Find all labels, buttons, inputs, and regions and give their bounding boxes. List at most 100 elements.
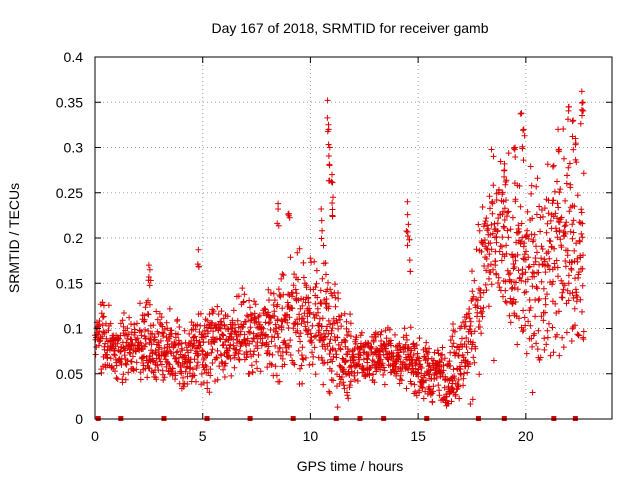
data-point (505, 208, 512, 215)
data-point (184, 381, 191, 387)
data-point (202, 316, 209, 323)
data-point (479, 204, 486, 210)
data-point (243, 318, 249, 325)
data-point (520, 126, 527, 133)
data-point (450, 321, 456, 327)
data-point (132, 329, 138, 336)
data-point (176, 324, 183, 330)
data-point (549, 281, 556, 288)
data-point (265, 343, 272, 350)
data-point (112, 368, 118, 375)
data-point (126, 314, 133, 321)
data-points (92, 88, 587, 411)
data-point (188, 319, 195, 326)
data-point (386, 326, 393, 333)
data-point (467, 361, 473, 368)
data-point (213, 355, 220, 361)
data-point (227, 355, 234, 362)
data-point (571, 305, 578, 312)
data-point (572, 156, 579, 163)
data-point (308, 334, 315, 341)
data-point (398, 368, 405, 375)
data-point (576, 238, 583, 245)
data-point (430, 383, 437, 390)
data-point (319, 227, 326, 234)
data-point (177, 364, 184, 371)
data-point (156, 310, 163, 317)
data-point (220, 332, 227, 339)
data-point (210, 308, 217, 315)
data-point (511, 180, 518, 187)
data-point (524, 208, 531, 215)
data-point (197, 310, 204, 317)
data-point (404, 233, 411, 239)
data-point (192, 333, 198, 340)
data-point (530, 237, 537, 243)
data-point (565, 280, 572, 287)
data-point (445, 383, 452, 390)
data-point (146, 301, 153, 308)
data-point (221, 374, 228, 380)
data-point (514, 251, 521, 258)
data-point (435, 382, 442, 389)
data-point (573, 289, 580, 296)
data-point (404, 242, 411, 249)
data-point (483, 287, 490, 294)
data-point (561, 223, 568, 230)
data-point (520, 255, 527, 262)
data-point (275, 334, 282, 341)
data-point (549, 324, 556, 331)
data-point (263, 339, 270, 346)
data-point (306, 361, 313, 368)
data-point (423, 339, 430, 346)
data-point (204, 317, 211, 324)
data-point (255, 319, 262, 325)
data-point (247, 324, 254, 331)
data-point (299, 344, 306, 351)
data-point (379, 346, 386, 353)
data-point (523, 288, 530, 295)
data-point (344, 392, 351, 399)
data-point (488, 221, 495, 228)
data-point (579, 308, 585, 315)
data-point (344, 346, 351, 352)
data-point (542, 301, 549, 308)
data-point (408, 380, 415, 387)
data-point (273, 372, 280, 379)
data-point (319, 337, 326, 344)
data-point (193, 337, 200, 344)
data-point (570, 117, 577, 124)
data-point (463, 344, 470, 350)
data-point (560, 344, 567, 351)
data-point (100, 313, 107, 320)
data-point (306, 305, 313, 312)
data-point (414, 369, 421, 376)
data-point (319, 275, 326, 282)
data-point (247, 317, 254, 324)
data-point (307, 255, 314, 262)
data-point (128, 321, 134, 327)
data-point (426, 345, 433, 352)
data-point (220, 366, 227, 373)
data-point (320, 381, 327, 388)
data-point (173, 355, 179, 362)
data-point (495, 215, 502, 222)
data-point (540, 213, 546, 220)
y-axis-label: SRMTID / TECUs (6, 183, 22, 293)
data-point (338, 323, 345, 330)
data-point (483, 215, 490, 222)
data-point (430, 388, 436, 395)
data-point (298, 352, 305, 359)
data-point (578, 88, 585, 95)
data-point (194, 359, 201, 366)
data-point (570, 229, 577, 236)
data-point (504, 209, 511, 216)
data-point (297, 338, 304, 345)
data-point (256, 312, 263, 319)
data-point (538, 278, 545, 285)
data-point (148, 341, 155, 348)
data-point (549, 197, 556, 204)
data-point (474, 309, 481, 316)
data-point (326, 388, 332, 395)
data-point (559, 334, 566, 341)
